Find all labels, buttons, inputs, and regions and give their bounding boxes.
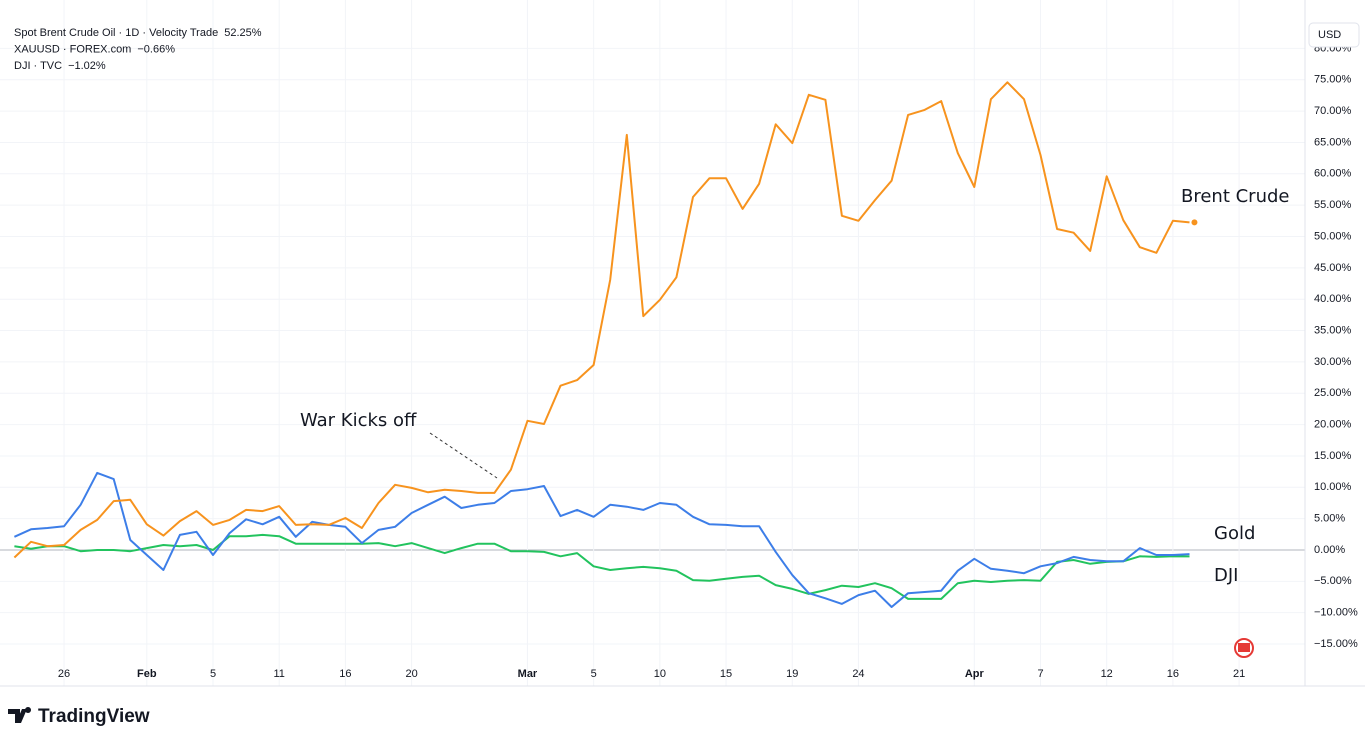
y-tick-label: 10.00% [1314, 481, 1352, 493]
y-tick-label: 0.00% [1314, 544, 1345, 556]
y-tick-label: 75.00% [1314, 74, 1352, 86]
x-tick-label: 16 [339, 668, 351, 680]
x-tick-label: 7 [1037, 668, 1043, 680]
legend-entry: Spot Brent Crude Oil · 1D · Velocity Tra… [14, 27, 218, 39]
y-tick-label: 55.00% [1314, 199, 1352, 211]
currency-box[interactable] [1308, 22, 1360, 48]
series-line [13, 471, 1190, 608]
x-tick-label: 12 [1101, 668, 1113, 680]
series-line [14, 533, 1190, 600]
y-tick-label: 70.00% [1314, 105, 1352, 117]
y-tick-label: −15.00% [1314, 638, 1358, 650]
y-tick-label: 65.00% [1314, 136, 1352, 148]
y-tick-label: 30.00% [1314, 356, 1352, 368]
x-tick-label: 26 [58, 668, 70, 680]
legend-value: −0.66% [137, 43, 175, 55]
y-tick-label: 20.00% [1314, 418, 1352, 430]
labels: −15.00% −10.00% −5.00% 0.00% 5.00% 10.00% 15.0… [58, 42, 1358, 680]
y-tick-label: 35.00% [1314, 324, 1352, 336]
brand: TradingView [38, 706, 150, 727]
y-tick-label: 40.00% [1314, 293, 1352, 305]
x-tick-label: Apr [965, 668, 985, 680]
legend-entry: DJI · TVC [14, 60, 62, 72]
plot [13, 81, 1198, 608]
currency-label[interactable]: USD [1318, 29, 1341, 41]
series-line [13, 81, 1190, 559]
brand-logo[interactable]: TradingView [8, 706, 150, 727]
x-tick-label: 21 [1233, 668, 1245, 680]
legend-value: 52.25% [224, 27, 262, 39]
annotation: Gold [1214, 523, 1255, 544]
x-tick-label: 19 [786, 668, 798, 680]
x-tick-label: 5 [591, 668, 597, 680]
flag-icon-inner [1238, 643, 1250, 652]
annotation: DJI [1214, 565, 1238, 586]
legend-entry: XAUUSD · FOREX.com [14, 43, 131, 55]
annotation: War Kicks off [300, 410, 417, 431]
annotation: Brent Crude [1181, 186, 1290, 207]
x-tick-label: 11 [273, 668, 284, 680]
legend-value: −1.02% [68, 60, 106, 72]
y-tick-label: 5.00% [1314, 513, 1345, 525]
x-tick-label: 16 [1167, 668, 1179, 680]
x-tick-label: 15 [720, 668, 732, 680]
y-tick-label: 50.00% [1314, 230, 1352, 242]
y-tick-label: 60.00% [1314, 168, 1352, 180]
y-tick-label: 45.00% [1314, 262, 1352, 274]
y-tick-label: 15.00% [1314, 450, 1352, 462]
x-tick-label: Mar [518, 668, 538, 680]
x-tick-label: Feb [137, 668, 157, 680]
last-point [1191, 219, 1198, 226]
annotation-arrow [429, 432, 498, 479]
grid [0, 0, 1305, 686]
x-tick-label: 10 [654, 668, 666, 680]
logo-mark [8, 707, 32, 723]
x-tick-label: 5 [210, 668, 216, 680]
y-tick-label: −10.00% [1314, 607, 1358, 619]
x-tick-label: 20 [405, 668, 417, 680]
y-tick-label: −5.00% [1314, 575, 1352, 587]
y-tick-label: 25.00% [1314, 387, 1352, 399]
x-tick-label: 24 [852, 668, 864, 680]
